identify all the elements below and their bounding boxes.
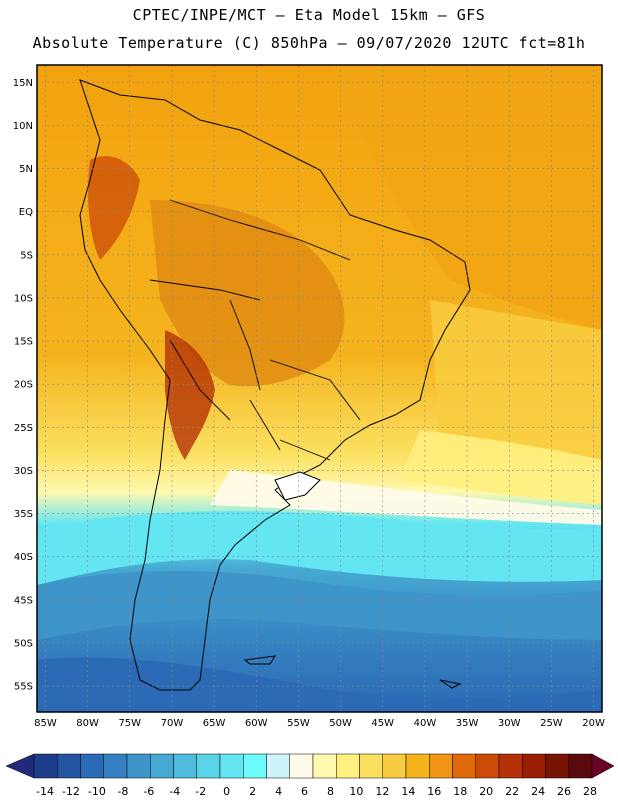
longitude-label: 30W <box>498 718 521 729</box>
longitude-label: 75W <box>118 718 141 729</box>
colorbar-swatch <box>452 753 476 779</box>
latitude-label: 5S <box>20 250 33 261</box>
latitude-label: 50S <box>14 638 33 649</box>
colorbar-swatch <box>336 753 360 779</box>
latitude-label: 10N <box>13 121 33 132</box>
colorbar-tick-label: 12 <box>375 785 389 798</box>
colorbar-swatch <box>80 753 104 779</box>
latitude-label: 15N <box>13 78 33 89</box>
rio-de-la-plata <box>274 471 321 501</box>
coastlines <box>79 79 471 691</box>
longitude-label: 35W <box>456 718 479 729</box>
colorbar-tick-label: 20 <box>479 785 493 798</box>
longitude-label: 20W <box>582 718 605 729</box>
colorbar-swatch <box>405 753 430 779</box>
longitude-label: 40W <box>414 718 437 729</box>
longitude-label: 25W <box>540 718 563 729</box>
tropical-atlantic-field <box>330 65 602 330</box>
latitude-label: 30S <box>14 466 33 477</box>
latitude-label: 35S <box>14 509 33 520</box>
colorbar-tick-label: 6 <box>301 785 308 798</box>
colorbar-tick-label: 14 <box>401 785 415 798</box>
colorbar-min-arrow <box>5 753 35 779</box>
cold-field <box>37 570 602 640</box>
south-georgia <box>439 679 462 689</box>
longitude-label: 65W <box>203 718 226 729</box>
colorbar-swatch <box>289 753 314 779</box>
latitude-label: 25S <box>14 423 33 434</box>
deep-cold-field <box>37 657 602 712</box>
longitude-label: 45W <box>371 718 394 729</box>
colorbar-tick-label: 18 <box>453 785 467 798</box>
colorbar-tick-label: -6 <box>143 785 154 798</box>
colorbar-tick-label: -2 <box>195 785 206 798</box>
colorbar-swatch <box>57 753 81 779</box>
latitude-label: 15S <box>14 337 33 348</box>
colorbar-swatch <box>475 753 500 779</box>
colorbar-swatch <box>33 753 58 779</box>
colorbar-swatch <box>219 753 244 779</box>
colorbar-tick-label: 2 <box>249 785 256 798</box>
colorbar-tick-label: 8 <box>327 785 334 798</box>
colorbar-swatch <box>498 753 523 779</box>
longitude-label: 80W <box>76 718 99 729</box>
colorbar-swatch <box>382 753 407 779</box>
colorbar-swatch <box>312 753 337 779</box>
latitude-label: 10S <box>14 293 33 304</box>
colorbar-swatch <box>196 753 221 779</box>
colorbar-tick-label: -8 <box>117 785 128 798</box>
latitude-label: 55S <box>14 682 33 693</box>
latitude-labels: 15N 10N 5N EQ 5S 10S 15S 20S 25S 30S 35S 40S 45S 50S 5… <box>13 78 33 693</box>
colorbar-labels: -14 -12 -10 -8 -6 -4 -2 0 2 4 6 8 10 12 14 16 18 20 22 24 26… <box>36 785 597 798</box>
colorbar-tick-label: 10 <box>349 785 363 798</box>
falklands <box>243 655 276 665</box>
longitude-label: 50W <box>329 718 352 729</box>
colorbar-swatch <box>568 753 593 779</box>
colorbar-tick-label: 4 <box>275 785 282 798</box>
colorbar-max-arrow <box>591 753 615 779</box>
colorbar-swatch <box>429 753 453 779</box>
colorbar-tick-label: 0 <box>223 785 230 798</box>
colorbar-swatch <box>150 753 174 779</box>
latitude-label: 40S <box>14 552 33 563</box>
country-borders <box>149 199 361 461</box>
colorbar-tick-label: 24 <box>531 785 545 798</box>
chart-subtitle: Absolute Temperature (C) 850hPa – 09/07/… <box>32 34 586 52</box>
latitude-label: 45S <box>14 595 33 606</box>
colorbar <box>5 753 615 779</box>
colorbar-tick-label: -10 <box>88 785 106 798</box>
map-field <box>37 65 602 712</box>
longitude-labels: 85W 80W 75W 70W 65W 60W 55W 50W 45W 40W 35W 30W 25W 2… <box>34 718 605 729</box>
cold-band <box>37 511 602 585</box>
colorbar-swatch <box>243 753 267 779</box>
colorbar-tick-label: -4 <box>169 785 180 798</box>
colorbar-tick-label: 16 <box>427 785 441 798</box>
colorbar-tick-label: -12 <box>62 785 80 798</box>
chart-title: CPTEC/INPE/MCT – Eta Model 15km – GFS <box>132 6 486 24</box>
longitude-label: 85W <box>34 718 57 729</box>
colorbar-swatch <box>522 753 546 779</box>
continental-warm-field <box>150 200 345 387</box>
colorbar-tick-label: 28 <box>583 785 597 798</box>
colorbar-swatch <box>266 753 290 779</box>
south-america-coastline <box>79 79 471 691</box>
longitude-label: 55W <box>287 718 310 729</box>
colorbar-swatch <box>126 753 151 779</box>
map-frame <box>36 64 603 713</box>
colorbar-swatch <box>545 753 569 779</box>
latitude-label: 20S <box>14 380 33 391</box>
latitude-label: 5N <box>19 164 33 175</box>
colorbar-swatch <box>103 753 128 779</box>
andes-north-warm-core <box>88 156 140 260</box>
colorbar-tick-label: 26 <box>557 785 571 798</box>
colorbar-swatch <box>359 753 383 779</box>
colorbar-tick-label: -14 <box>36 785 54 798</box>
longitude-label: 60W <box>245 718 268 729</box>
graticule <box>37 65 602 712</box>
colorbar-tick-label: 22 <box>505 785 519 798</box>
latitude-label: EQ <box>19 207 33 218</box>
colorbar-swatch <box>173 753 197 779</box>
longitude-label: 70W <box>161 718 184 729</box>
